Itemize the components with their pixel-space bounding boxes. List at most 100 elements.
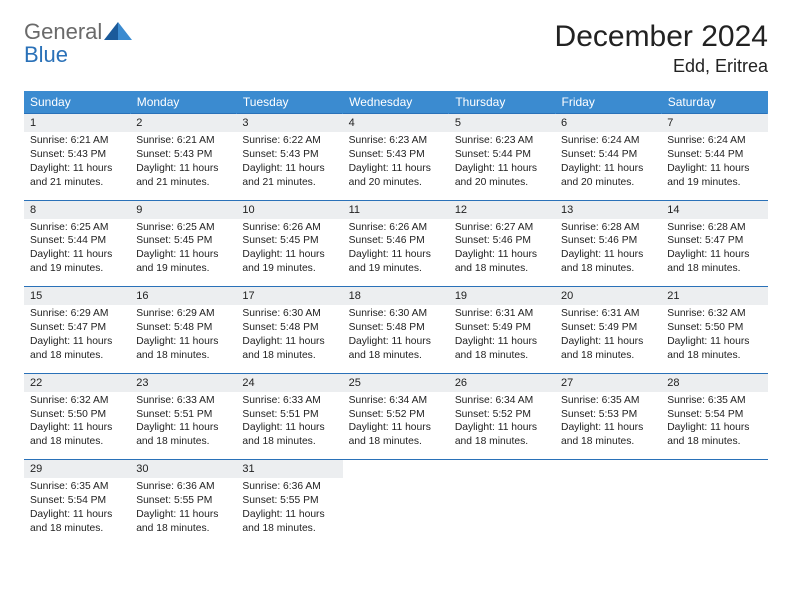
- daylight-text: and 18 minutes.: [455, 263, 528, 274]
- sunset-text: Sunset: 5:48 PM: [349, 322, 425, 333]
- title-month: December 2024: [555, 20, 768, 54]
- calendar-day-cell: 15Sunrise: 6:29 AMSunset: 5:47 PMDayligh…: [24, 287, 130, 374]
- calendar-day-cell: 28Sunrise: 6:35 AMSunset: 5:54 PMDayligh…: [661, 373, 767, 460]
- sunrise-text: Sunrise: 6:35 AM: [561, 395, 639, 406]
- sunrise-text: Sunrise: 6:23 AM: [455, 135, 533, 146]
- sunset-text: Sunset: 5:50 PM: [667, 322, 743, 333]
- daylight-text: Daylight: 11 hours: [30, 336, 112, 347]
- day-details: Sunrise: 6:21 AMSunset: 5:43 PMDaylight:…: [24, 132, 130, 200]
- sunset-text: Sunset: 5:48 PM: [136, 322, 212, 333]
- calendar-day-cell: 20Sunrise: 6:31 AMSunset: 5:49 PMDayligh…: [555, 287, 661, 374]
- calendar-day-cell: 2Sunrise: 6:21 AMSunset: 5:43 PMDaylight…: [130, 114, 236, 201]
- weekday-header: Friday: [555, 91, 661, 114]
- sunrise-text: Sunrise: 6:30 AM: [349, 308, 427, 319]
- sunset-text: Sunset: 5:53 PM: [561, 409, 637, 420]
- daylight-text: Daylight: 11 hours: [30, 163, 112, 174]
- sunrise-text: Sunrise: 6:32 AM: [667, 308, 745, 319]
- day-details: Sunrise: 6:35 AMSunset: 5:53 PMDaylight:…: [555, 392, 661, 460]
- day-details: Sunrise: 6:33 AMSunset: 5:51 PMDaylight:…: [236, 392, 342, 460]
- daylight-text: Daylight: 11 hours: [455, 163, 537, 174]
- sunset-text: Sunset: 5:46 PM: [455, 235, 531, 246]
- daylight-text: and 18 minutes.: [561, 436, 634, 447]
- day-details: Sunrise: 6:28 AMSunset: 5:46 PMDaylight:…: [555, 219, 661, 287]
- sunrise-text: Sunrise: 6:33 AM: [242, 395, 320, 406]
- day-details: Sunrise: 6:26 AMSunset: 5:45 PMDaylight:…: [236, 219, 342, 287]
- day-number: 17: [236, 287, 342, 305]
- daylight-text: Daylight: 11 hours: [349, 163, 431, 174]
- day-details: Sunrise: 6:27 AMSunset: 5:46 PMDaylight:…: [449, 219, 555, 287]
- sunrise-text: Sunrise: 6:24 AM: [667, 135, 745, 146]
- title-block: December 2024 Edd, Eritrea: [555, 20, 768, 77]
- calendar-week-row: 22Sunrise: 6:32 AMSunset: 5:50 PMDayligh…: [24, 373, 768, 460]
- day-number: 22: [24, 374, 130, 392]
- day-details: Sunrise: 6:32 AMSunset: 5:50 PMDaylight:…: [24, 392, 130, 460]
- daylight-text: and 19 minutes.: [30, 263, 103, 274]
- sunrise-text: Sunrise: 6:27 AM: [455, 222, 533, 233]
- daylight-text: and 18 minutes.: [349, 350, 422, 361]
- daylight-text: and 18 minutes.: [242, 523, 315, 534]
- logo: General Blue: [24, 20, 132, 66]
- title-location: Edd, Eritrea: [555, 56, 768, 77]
- daylight-text: Daylight: 11 hours: [136, 163, 218, 174]
- day-number: 13: [555, 201, 661, 219]
- calendar-day-cell: 1Sunrise: 6:21 AMSunset: 5:43 PMDaylight…: [24, 114, 130, 201]
- day-number: 1: [24, 114, 130, 132]
- day-details: Sunrise: 6:35 AMSunset: 5:54 PMDaylight:…: [24, 478, 130, 546]
- day-number: 5: [449, 114, 555, 132]
- daylight-text: Daylight: 11 hours: [242, 422, 324, 433]
- calendar-day-cell: 29Sunrise: 6:35 AMSunset: 5:54 PMDayligh…: [24, 460, 130, 546]
- daylight-text: and 18 minutes.: [561, 263, 634, 274]
- day-number: 24: [236, 374, 342, 392]
- sunrise-text: Sunrise: 6:23 AM: [349, 135, 427, 146]
- sunset-text: Sunset: 5:43 PM: [30, 149, 106, 160]
- sunset-text: Sunset: 5:44 PM: [561, 149, 637, 160]
- sunset-text: Sunset: 5:45 PM: [136, 235, 212, 246]
- calendar-day-cell: 12Sunrise: 6:27 AMSunset: 5:46 PMDayligh…: [449, 200, 555, 287]
- day-details: Sunrise: 6:30 AMSunset: 5:48 PMDaylight:…: [343, 305, 449, 373]
- calendar-day-cell: [555, 460, 661, 546]
- daylight-text: and 19 minutes.: [349, 263, 422, 274]
- daylight-text: and 18 minutes.: [30, 523, 103, 534]
- calendar-day-cell: 3Sunrise: 6:22 AMSunset: 5:43 PMDaylight…: [236, 114, 342, 201]
- sunset-text: Sunset: 5:54 PM: [667, 409, 743, 420]
- daylight-text: and 18 minutes.: [242, 350, 315, 361]
- daylight-text: Daylight: 11 hours: [455, 336, 537, 347]
- daylight-text: Daylight: 11 hours: [136, 509, 218, 520]
- calendar-day-cell: 4Sunrise: 6:23 AMSunset: 5:43 PMDaylight…: [343, 114, 449, 201]
- day-number: 10: [236, 201, 342, 219]
- weekday-header: Sunday: [24, 91, 130, 114]
- day-number: 7: [661, 114, 767, 132]
- sunrise-text: Sunrise: 6:31 AM: [455, 308, 533, 319]
- day-details: Sunrise: 6:36 AMSunset: 5:55 PMDaylight:…: [130, 478, 236, 546]
- calendar-day-cell: 14Sunrise: 6:28 AMSunset: 5:47 PMDayligh…: [661, 200, 767, 287]
- day-details: Sunrise: 6:34 AMSunset: 5:52 PMDaylight:…: [449, 392, 555, 460]
- daylight-text: and 21 minutes.: [30, 177, 103, 188]
- daylight-text: Daylight: 11 hours: [349, 422, 431, 433]
- calendar-day-cell: 30Sunrise: 6:36 AMSunset: 5:55 PMDayligh…: [130, 460, 236, 546]
- weekday-header: Thursday: [449, 91, 555, 114]
- calendar-day-cell: 25Sunrise: 6:34 AMSunset: 5:52 PMDayligh…: [343, 373, 449, 460]
- calendar-day-cell: [449, 460, 555, 546]
- calendar-week-row: 29Sunrise: 6:35 AMSunset: 5:54 PMDayligh…: [24, 460, 768, 546]
- daylight-text: and 18 minutes.: [667, 263, 740, 274]
- daylight-text: and 21 minutes.: [136, 177, 209, 188]
- sunrise-text: Sunrise: 6:22 AM: [242, 135, 320, 146]
- sunrise-text: Sunrise: 6:29 AM: [136, 308, 214, 319]
- sunrise-text: Sunrise: 6:30 AM: [242, 308, 320, 319]
- daylight-text: Daylight: 11 hours: [242, 163, 324, 174]
- day-details: Sunrise: 6:30 AMSunset: 5:48 PMDaylight:…: [236, 305, 342, 373]
- day-number: 16: [130, 287, 236, 305]
- daylight-text: Daylight: 11 hours: [561, 163, 643, 174]
- daylight-text: Daylight: 11 hours: [455, 422, 537, 433]
- daylight-text: Daylight: 11 hours: [30, 422, 112, 433]
- daylight-text: and 18 minutes.: [136, 436, 209, 447]
- day-number: 15: [24, 287, 130, 305]
- calendar-table: Sunday Monday Tuesday Wednesday Thursday…: [24, 91, 768, 546]
- daylight-text: Daylight: 11 hours: [667, 249, 749, 260]
- day-details: Sunrise: 6:25 AMSunset: 5:45 PMDaylight:…: [130, 219, 236, 287]
- calendar-day-cell: 22Sunrise: 6:32 AMSunset: 5:50 PMDayligh…: [24, 373, 130, 460]
- sunset-text: Sunset: 5:43 PM: [349, 149, 425, 160]
- day-number: 28: [661, 374, 767, 392]
- sunrise-text: Sunrise: 6:36 AM: [136, 481, 214, 492]
- calendar-day-cell: 27Sunrise: 6:35 AMSunset: 5:53 PMDayligh…: [555, 373, 661, 460]
